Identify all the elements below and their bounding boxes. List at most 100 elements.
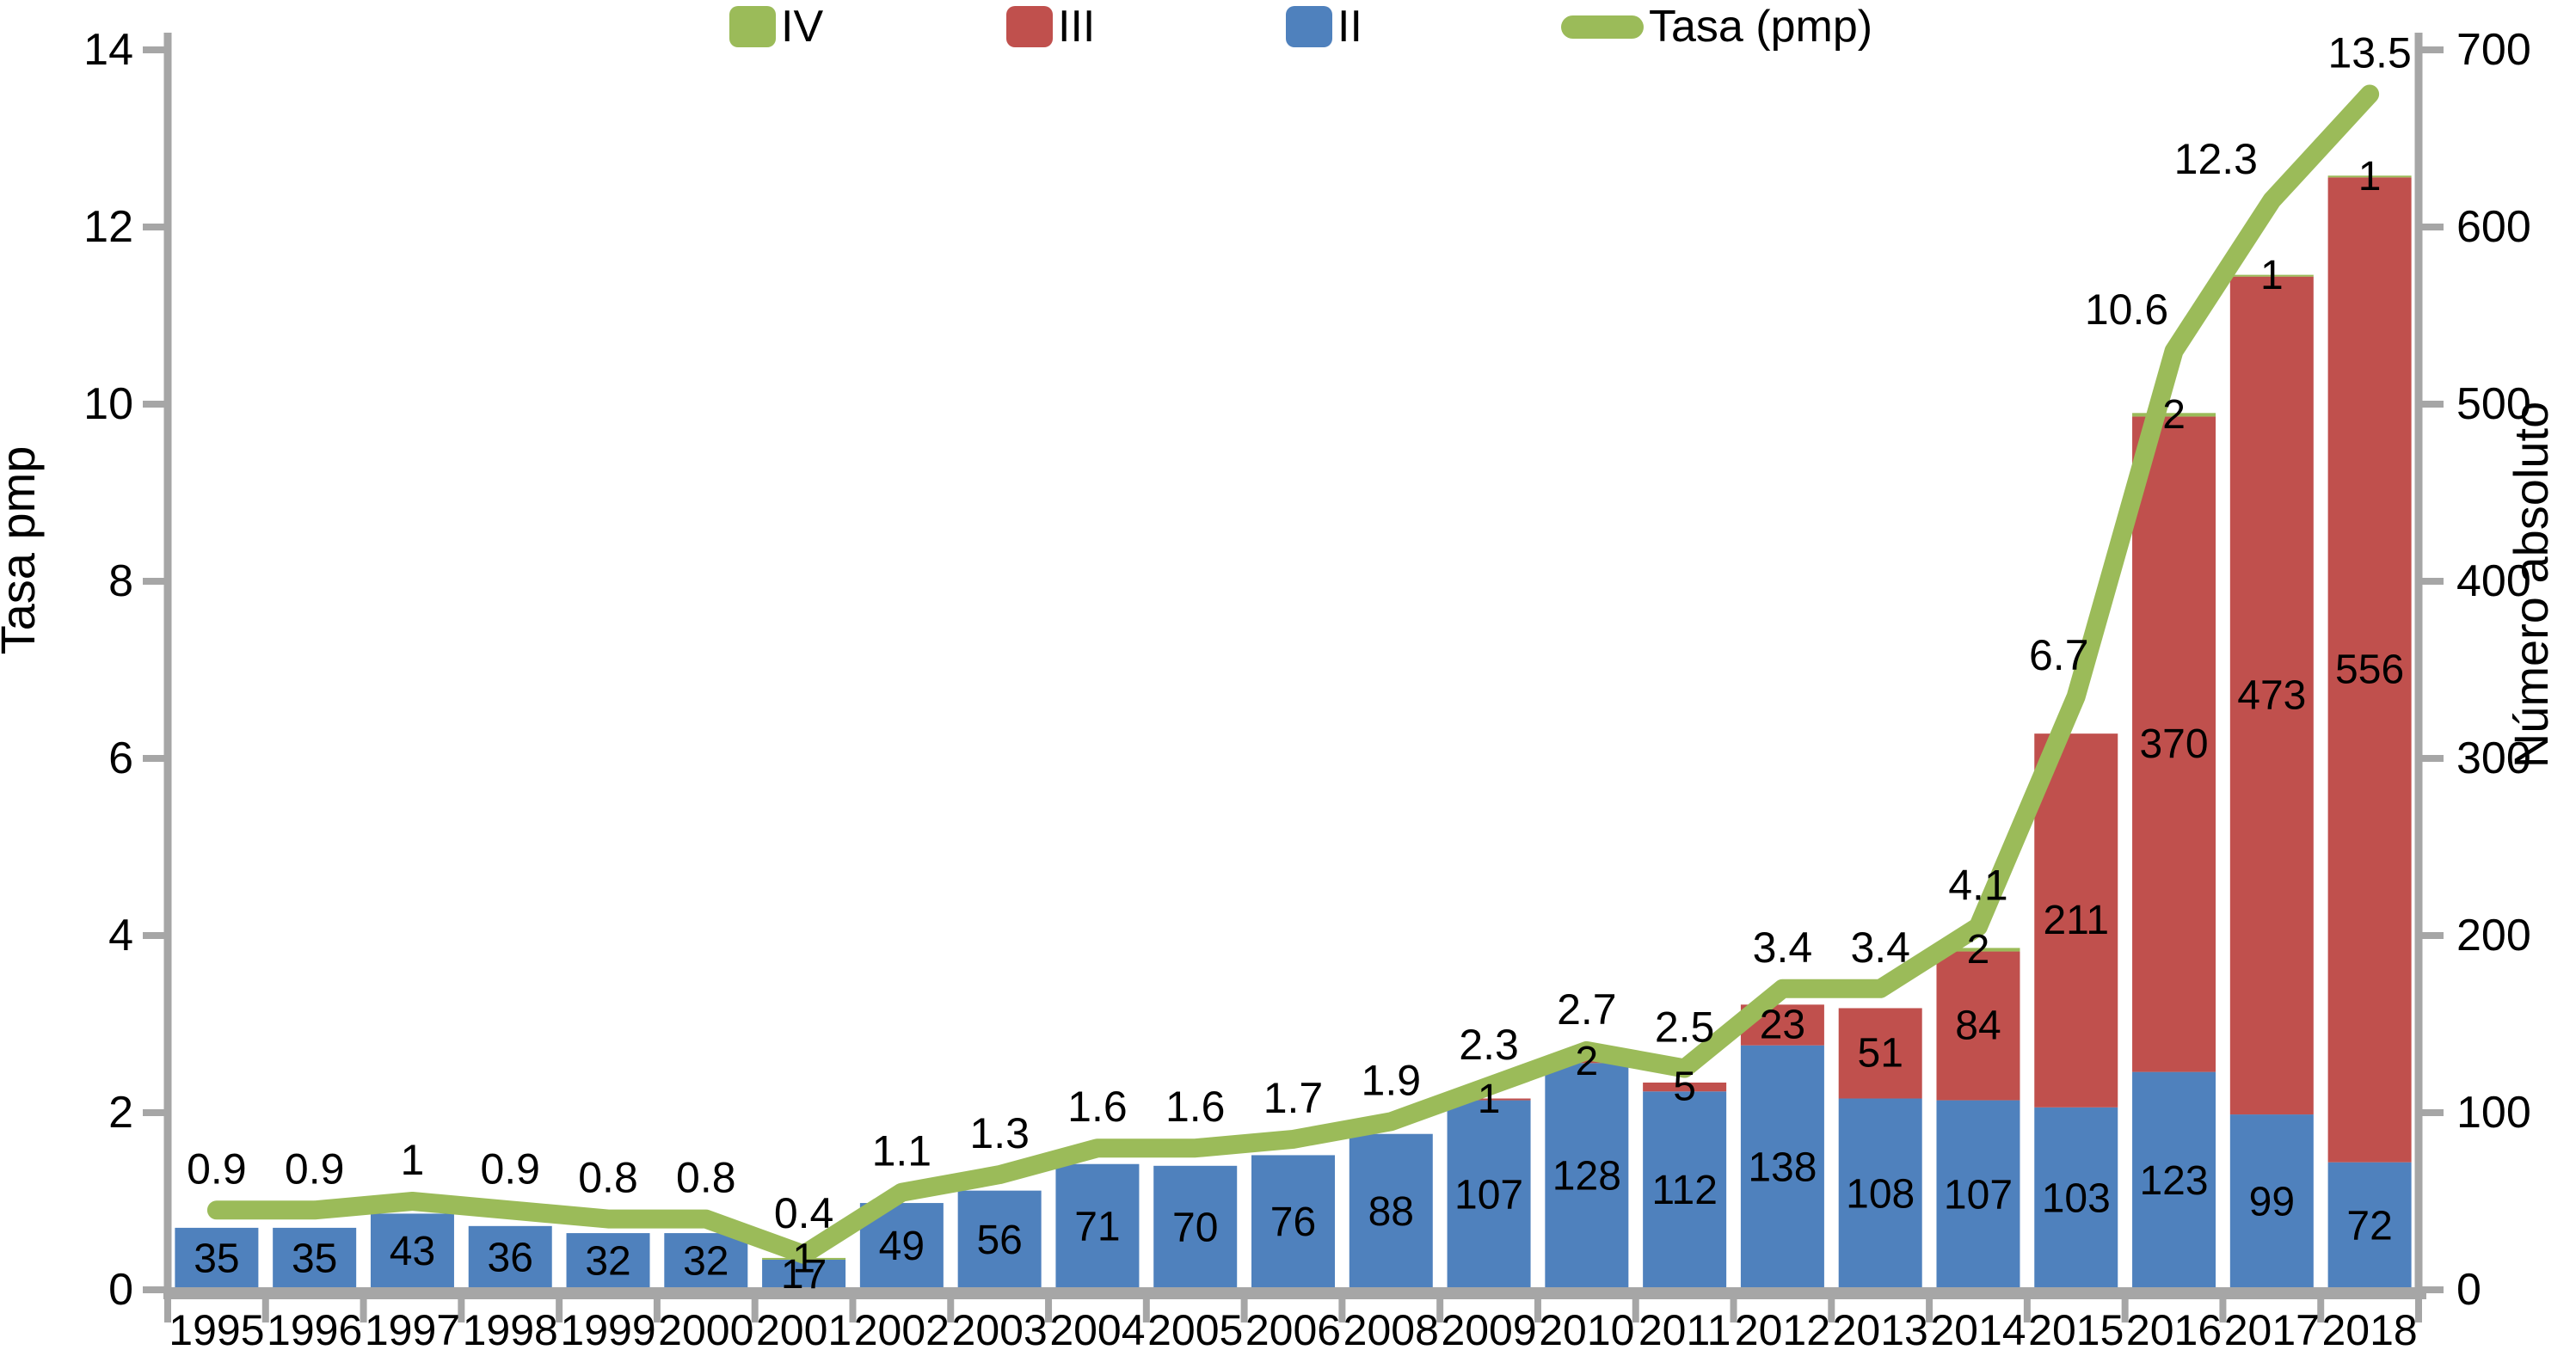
- bar-segment-IV-2014: [1936, 948, 2020, 952]
- x-tick-label-2010: 2010: [1539, 1306, 1634, 1350]
- bar-segment-III-2015: [2034, 733, 2118, 1108]
- bar-label-II-2004: 71: [1074, 1204, 1120, 1249]
- bar-label-III-2013: 51: [1858, 1030, 1903, 1076]
- right-tick-label: 300: [2456, 733, 2531, 783]
- bar-label-II-2016: 123: [2139, 1158, 2208, 1204]
- x-tick-label-2015: 2015: [2028, 1306, 2124, 1350]
- line-label-1995: 0.9: [187, 1144, 247, 1193]
- x-tick-label-2005: 2005: [1147, 1306, 1243, 1350]
- bar-label-II-2011: 112: [1651, 1168, 1718, 1213]
- line-label-2012: 3.4: [1753, 924, 1813, 972]
- legend-swatch-iii: [1006, 6, 1053, 47]
- x-tick-label-2016: 2016: [2126, 1306, 2222, 1350]
- bar-label-IV-2017: 1: [2260, 253, 2284, 298]
- bar-label-II-2009: 107: [1454, 1172, 1523, 1218]
- x-tick-label-2008: 2008: [1343, 1306, 1439, 1350]
- bar-segment-III-2010: [1545, 1059, 1629, 1064]
- bar-segment-III-2017: [2229, 276, 2314, 1115]
- bar-label-III-2016: 370: [2139, 721, 2208, 767]
- bar-label-II-2003: 56: [976, 1218, 1022, 1263]
- bar-label-II-2012: 138: [1748, 1144, 1817, 1190]
- bar-label-IV-2001: 1: [792, 1236, 815, 1281]
- x-tick-label-2014: 2014: [1930, 1306, 2026, 1350]
- legend-swatch-tasa-line: [1561, 15, 1644, 39]
- bar-segment-II-2001: [762, 1259, 846, 1290]
- bar-label-II-2001: 17: [781, 1252, 827, 1298]
- legend-label-ii: II: [1337, 2, 1362, 52]
- left-tick-label: 14: [83, 25, 133, 75]
- x-tick-label-1999: 1999: [560, 1306, 655, 1350]
- line-label-1998: 0.9: [480, 1144, 540, 1193]
- bar-label-IV-2018: 1: [2358, 154, 2382, 199]
- right-tick-label: 200: [2456, 911, 2531, 960]
- x-tick-label-2006: 2006: [1245, 1306, 1341, 1350]
- line-label-2005: 1.6: [1165, 1083, 1226, 1131]
- bar-label-III-2015: 211: [2043, 898, 2109, 943]
- line-label-2017: 12.3: [2174, 135, 2258, 183]
- bar-label-II-1997: 43: [390, 1229, 435, 1274]
- bar-segment-II-1996: [273, 1227, 357, 1290]
- x-tick-label-2000: 2000: [658, 1306, 753, 1350]
- bar-label-II-2000: 32: [683, 1239, 729, 1285]
- bar-label-II-1996: 35: [292, 1236, 337, 1281]
- bar-segment-II-2013: [1838, 1098, 1922, 1290]
- bar-label-IV-2014: 2: [1967, 927, 1990, 973]
- line-label-2013: 3.4: [1850, 924, 1910, 972]
- bar-label-III-2012: 23: [1760, 1003, 1805, 1048]
- legend: IV III II Tasa (pmp): [0, 2, 2576, 53]
- bar-label-II-2013: 108: [1846, 1171, 1915, 1217]
- bar-segment-III-2013: [1838, 1008, 1922, 1099]
- tasa-line: [206, 84, 2380, 1264]
- line-label-2016: 10.6: [2085, 285, 2168, 334]
- right-tick-label: 0: [2456, 1265, 2481, 1315]
- legend-label-tasa: Tasa (pmp): [1649, 2, 1873, 52]
- bar-label-III-2009: 1: [1478, 1077, 1501, 1122]
- x-tick-label-2018: 2018: [2321, 1306, 2417, 1350]
- bar-label-III-2011: 5: [1673, 1065, 1696, 1110]
- x-tick-label-1998: 1998: [463, 1306, 558, 1350]
- right-tick-label: 600: [2456, 202, 2531, 252]
- line-label-2011: 2.5: [1655, 1003, 1715, 1052]
- line-label-2010: 2.7: [1557, 985, 1617, 1034]
- bar-label-II-2014: 107: [1944, 1172, 2013, 1218]
- bar-label-II-2005: 70: [1172, 1205, 1218, 1250]
- legend-label-iii: III: [1058, 2, 1096, 52]
- x-tick-label-2002: 2002: [854, 1306, 950, 1350]
- bar-segment-II-2015: [2034, 1107, 2118, 1290]
- left-tick-label: 2: [108, 1088, 133, 1138]
- bar-segment-IV-2018: [2327, 175, 2412, 178]
- bar-segment-II-1997: [370, 1213, 454, 1290]
- x-tick-label-2001: 2001: [756, 1306, 851, 1350]
- line-label-2004: 1.6: [1067, 1083, 1128, 1131]
- bar-label-II-2006: 76: [1270, 1200, 1316, 1245]
- right-tick-label: 400: [2456, 556, 2531, 606]
- bar-label-II-2018: 72: [2346, 1203, 2392, 1249]
- x-tick-label-2012: 2012: [1735, 1306, 1830, 1350]
- bar-segment-IV-2016: [2132, 413, 2216, 417]
- bar-label-II-2010: 128: [1552, 1154, 1621, 1200]
- bar-segment-II-2008: [1349, 1133, 1433, 1290]
- bar-segment-II-2010: [1545, 1063, 1629, 1290]
- bar-label-III-2017: 473: [2237, 672, 2306, 718]
- bar-label-II-2015: 103: [2042, 1175, 2111, 1221]
- line-label-2002: 1.1: [872, 1127, 932, 1175]
- x-tick-label-2003: 2003: [952, 1306, 1048, 1350]
- bar-segment-II-2017: [2229, 1114, 2314, 1290]
- line-label-2003: 1.3: [969, 1109, 1030, 1157]
- left-axis-title: Tasa pmp: [0, 446, 45, 655]
- bar-segment-III-2009: [1447, 1098, 1531, 1101]
- x-tick-label-1997: 1997: [365, 1306, 460, 1350]
- x-tick-label-1996: 1996: [267, 1306, 362, 1350]
- bar-segment-II-2005: [1153, 1165, 1238, 1290]
- bar-segment-II-2018: [2327, 1162, 2412, 1290]
- bar-segment-III-2014: [1936, 951, 2020, 1101]
- left-tick-label: 0: [108, 1265, 133, 1315]
- x-tick-label-2017: 2017: [2224, 1306, 2320, 1350]
- bar-segment-III-2016: [2132, 416, 2216, 1072]
- bar-label-II-2008: 88: [1368, 1189, 1414, 1235]
- left-tick-label: 12: [83, 202, 133, 252]
- bar-segment-II-1995: [175, 1227, 259, 1290]
- line-label-2009: 2.3: [1459, 1021, 1519, 1069]
